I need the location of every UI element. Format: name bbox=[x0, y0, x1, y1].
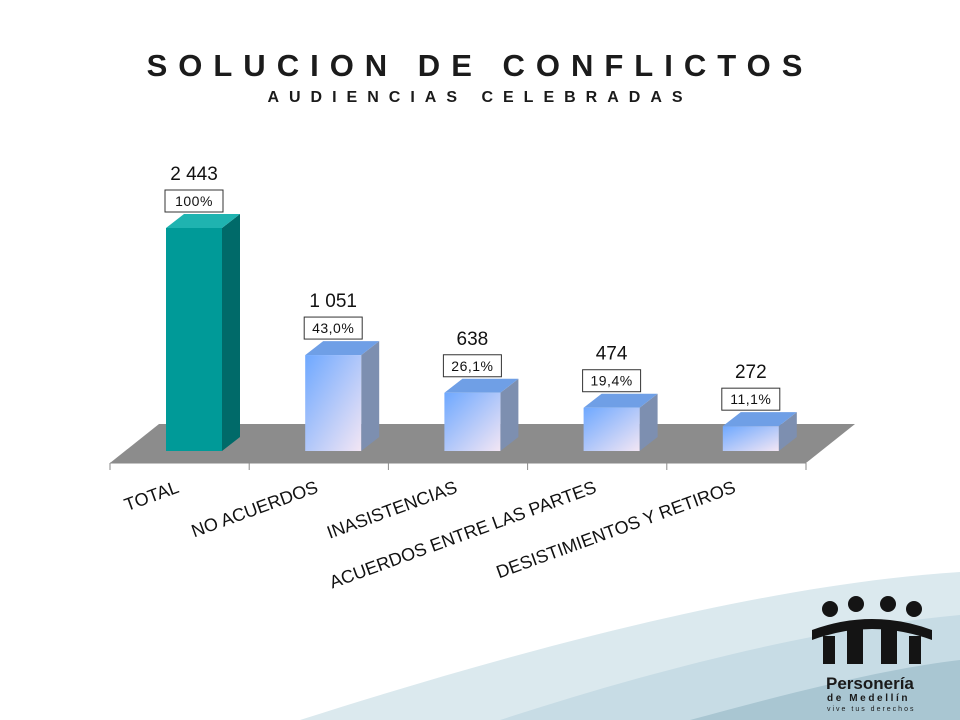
chart-subtitle: AUDIENCIAS CELEBRADAS bbox=[267, 89, 693, 106]
bar-side bbox=[361, 341, 380, 451]
bar-front bbox=[166, 228, 222, 451]
bar-front bbox=[722, 426, 779, 451]
bar-top bbox=[166, 214, 240, 228]
bar-side bbox=[778, 412, 797, 451]
percent-label-box bbox=[303, 316, 363, 340]
bar-top bbox=[722, 412, 797, 427]
logo-city: de Medellín bbox=[827, 693, 910, 704]
bars bbox=[166, 214, 797, 451]
bar-acuerdos-entre-las-partes bbox=[583, 393, 658, 451]
percent-label: 19,4% bbox=[590, 373, 632, 389]
bar-total bbox=[166, 214, 240, 451]
bar-front bbox=[305, 355, 362, 451]
value-label: 474 bbox=[596, 344, 628, 365]
percent-label-box bbox=[164, 189, 224, 213]
bar-no-acuerdos bbox=[305, 341, 380, 451]
bar-inasistencias bbox=[444, 378, 519, 451]
value-label: 638 bbox=[457, 329, 489, 350]
bar-desistimientos-y-retiros bbox=[722, 412, 797, 451]
chart-title: SOLUCION DE CONFLICTOS bbox=[146, 48, 814, 83]
percent-label-box bbox=[442, 354, 502, 378]
logo-name: Personería bbox=[826, 674, 914, 693]
percent-label: 100% bbox=[175, 193, 213, 209]
value-label: 2 443 bbox=[170, 164, 218, 185]
logo-tagline: vive tus derechos bbox=[827, 706, 915, 713]
bar-front bbox=[583, 407, 640, 451]
value-label: 1 051 bbox=[309, 291, 357, 312]
logo-people-icon bbox=[812, 596, 932, 664]
bar-top bbox=[583, 393, 658, 408]
bar-side bbox=[639, 393, 658, 451]
percent-label: 26,1% bbox=[451, 358, 493, 374]
value-label: 272 bbox=[735, 362, 767, 383]
percent-label: 11,1% bbox=[730, 391, 771, 407]
bar-side bbox=[222, 214, 240, 451]
bar-front bbox=[444, 392, 501, 451]
percent-label-box bbox=[721, 387, 781, 411]
x-axis bbox=[109, 462, 807, 470]
bar-top bbox=[444, 378, 519, 393]
bar-top bbox=[305, 341, 380, 356]
data-labels: 2 443 100% 1 051 43,0% 638 26,1% 474 19,4% 272 11… bbox=[164, 164, 781, 411]
percent-label-box bbox=[582, 369, 642, 393]
percent-label: 43,0% bbox=[312, 320, 354, 336]
bar-side bbox=[500, 378, 519, 451]
